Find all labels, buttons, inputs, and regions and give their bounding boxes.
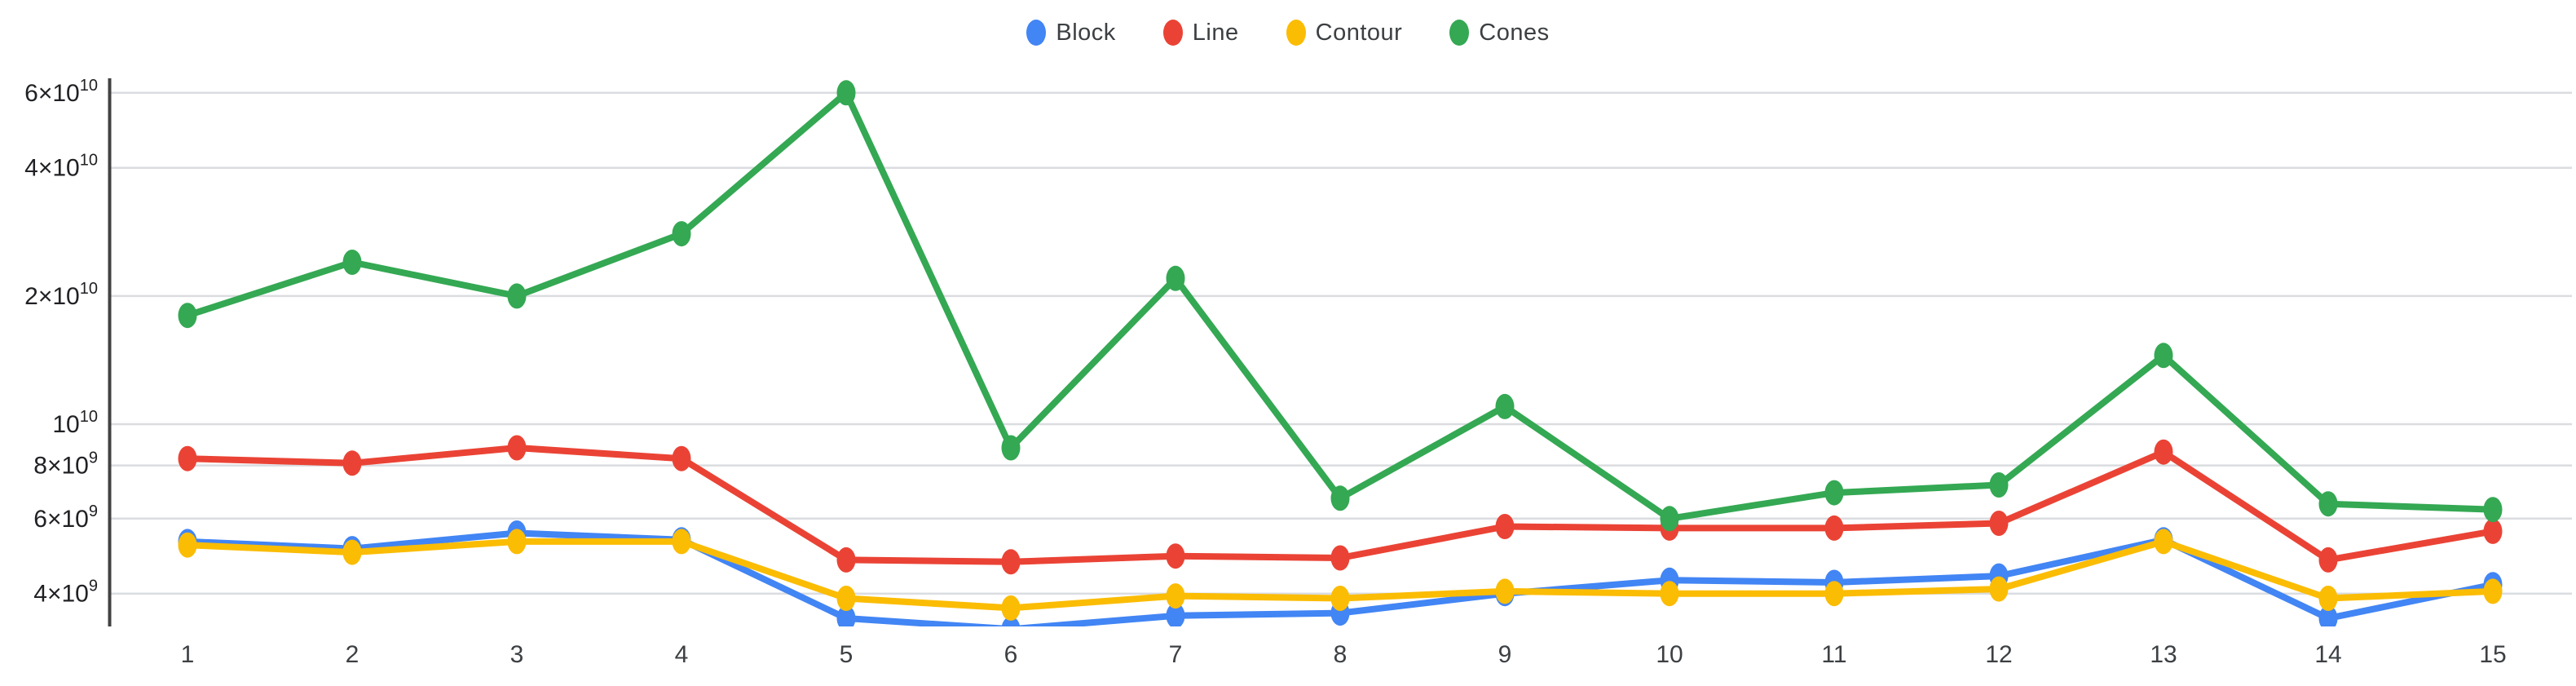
y-tick-label: 6×109 bbox=[33, 502, 98, 533]
y-tick-label: 8×109 bbox=[33, 449, 98, 480]
data-point-contour-2[interactable] bbox=[342, 539, 362, 565]
data-point-cones-15[interactable] bbox=[2483, 497, 2503, 523]
data-point-contour-7[interactable] bbox=[1166, 583, 1185, 609]
y-axis-labels: 4×109 6×109 8×109 1010 2×1010 4×1010 6×1010 bbox=[24, 77, 98, 608]
x-tick-label: 8 bbox=[1334, 641, 1348, 668]
x-tick-label: 12 bbox=[1985, 641, 2012, 668]
x-tick-label: 13 bbox=[2150, 641, 2177, 668]
data-point-contour-3[interactable] bbox=[507, 529, 527, 555]
data-point-contour-10[interactable] bbox=[1660, 581, 1679, 607]
x-tick-label: 4 bbox=[675, 641, 689, 668]
x-tick-label: 7 bbox=[1169, 641, 1183, 668]
data-point-contour-1[interactable] bbox=[178, 532, 197, 558]
series-contour bbox=[178, 529, 2503, 621]
data-point-line-7[interactable] bbox=[1166, 543, 1185, 569]
data-point-block-7[interactable] bbox=[1166, 603, 1185, 628]
legend-label-contour: Contour bbox=[1315, 19, 1403, 46]
data-point-cones-7[interactable] bbox=[1166, 265, 1185, 291]
data-point-cones-2[interactable] bbox=[342, 250, 362, 275]
data-point-cones-3[interactable] bbox=[507, 283, 527, 309]
data-point-line-4[interactable] bbox=[672, 445, 691, 471]
x-axis-labels: 1 2 3 4 5 6 7 8 9 10 11 12 13 14 15 bbox=[181, 641, 2507, 668]
data-point-cones-1[interactable] bbox=[178, 303, 197, 329]
data-point-line-9[interactable] bbox=[1495, 514, 1515, 539]
data-point-line-13[interactable] bbox=[2154, 439, 2173, 465]
data-point-cones-4[interactable] bbox=[672, 221, 691, 247]
legend-item-line[interactable]: Line bbox=[1162, 19, 1239, 46]
data-point-line-6[interactable] bbox=[1001, 549, 1021, 575]
data-point-line-3[interactable] bbox=[507, 435, 527, 461]
y-tick-label: 1010 bbox=[52, 408, 98, 438]
legend-dot-block-icon bbox=[1026, 20, 1047, 46]
data-point-cones-5[interactable] bbox=[836, 80, 856, 106]
data-point-contour-14[interactable] bbox=[2318, 586, 2338, 611]
x-tick-label: 9 bbox=[1498, 641, 1512, 668]
data-point-contour-13[interactable] bbox=[2154, 529, 2173, 555]
data-point-contour-6[interactable] bbox=[1001, 595, 1021, 621]
y-tick-label: 4×109 bbox=[33, 578, 98, 608]
data-point-cones-12[interactable] bbox=[1989, 472, 2009, 498]
x-tick-label: 5 bbox=[840, 641, 854, 668]
legend-item-contour[interactable]: Contour bbox=[1286, 20, 1403, 46]
data-point-line-1[interactable] bbox=[178, 445, 197, 471]
data-point-line-2[interactable] bbox=[342, 450, 362, 476]
data-point-contour-11[interactable] bbox=[1824, 581, 1844, 607]
x-tick-label: 3 bbox=[510, 641, 524, 668]
x-tick-label: 1 bbox=[181, 641, 195, 668]
data-point-line-15[interactable] bbox=[2483, 518, 2503, 544]
y-tick-label: 6×1010 bbox=[24, 77, 98, 107]
data-point-cones-6[interactable] bbox=[1001, 435, 1021, 461]
legend-label-cones: Cones bbox=[1479, 19, 1550, 46]
data-point-line-12[interactable] bbox=[1989, 511, 2009, 536]
series-cones bbox=[178, 80, 2503, 532]
data-point-line-5[interactable] bbox=[836, 547, 856, 573]
chart-legend: Block Line Contour Cones bbox=[0, 15, 2576, 51]
x-tick-label: 14 bbox=[2314, 641, 2341, 668]
legend-dot-cones-icon bbox=[1449, 20, 1470, 46]
x-tick-label: 11 bbox=[1821, 641, 1846, 668]
data-point-contour-8[interactable] bbox=[1330, 586, 1350, 611]
x-tick-label: 6 bbox=[1004, 641, 1018, 668]
series-line-cones bbox=[184, 89, 2496, 522]
data-point-line-8[interactable] bbox=[1330, 545, 1350, 571]
legend-item-block[interactable]: Block bbox=[1026, 20, 1115, 46]
data-point-contour-9[interactable] bbox=[1495, 578, 1515, 604]
data-point-cones-13[interactable] bbox=[2154, 343, 2173, 369]
data-point-cones-11[interactable] bbox=[1824, 480, 1844, 506]
data-point-cones-8[interactable] bbox=[1330, 485, 1350, 511]
legend-item-cones[interactable]: Cones bbox=[1449, 20, 1549, 46]
data-point-contour-12[interactable] bbox=[1989, 576, 2009, 602]
data-point-cones-14[interactable] bbox=[2318, 491, 2338, 517]
data-point-cones-9[interactable] bbox=[1495, 393, 1515, 419]
legend-dot-contour-icon bbox=[1286, 20, 1306, 46]
data-point-block-14[interactable] bbox=[2318, 605, 2338, 631]
data-point-contour-4[interactable] bbox=[672, 529, 691, 555]
x-tick-label: 10 bbox=[1656, 641, 1683, 668]
data-point-block-5[interactable] bbox=[836, 605, 856, 631]
legend-label-line: Line bbox=[1192, 19, 1239, 46]
legend-dot-line-icon bbox=[1162, 20, 1183, 46]
data-point-contour-5[interactable] bbox=[836, 586, 856, 611]
data-point-line-14[interactable] bbox=[2318, 547, 2338, 573]
data-point-cones-10[interactable] bbox=[1660, 506, 1679, 532]
y-tick-label: 2×1010 bbox=[24, 280, 98, 310]
legend-label-block: Block bbox=[1056, 19, 1116, 46]
data-point-line-11[interactable] bbox=[1824, 515, 1844, 541]
y-tick-label: 4×1010 bbox=[24, 152, 98, 182]
x-tick-label: 15 bbox=[2479, 641, 2506, 668]
gridlines bbox=[108, 91, 2572, 595]
data-point-contour-15[interactable] bbox=[2483, 578, 2503, 604]
x-tick-label: 2 bbox=[346, 641, 359, 668]
